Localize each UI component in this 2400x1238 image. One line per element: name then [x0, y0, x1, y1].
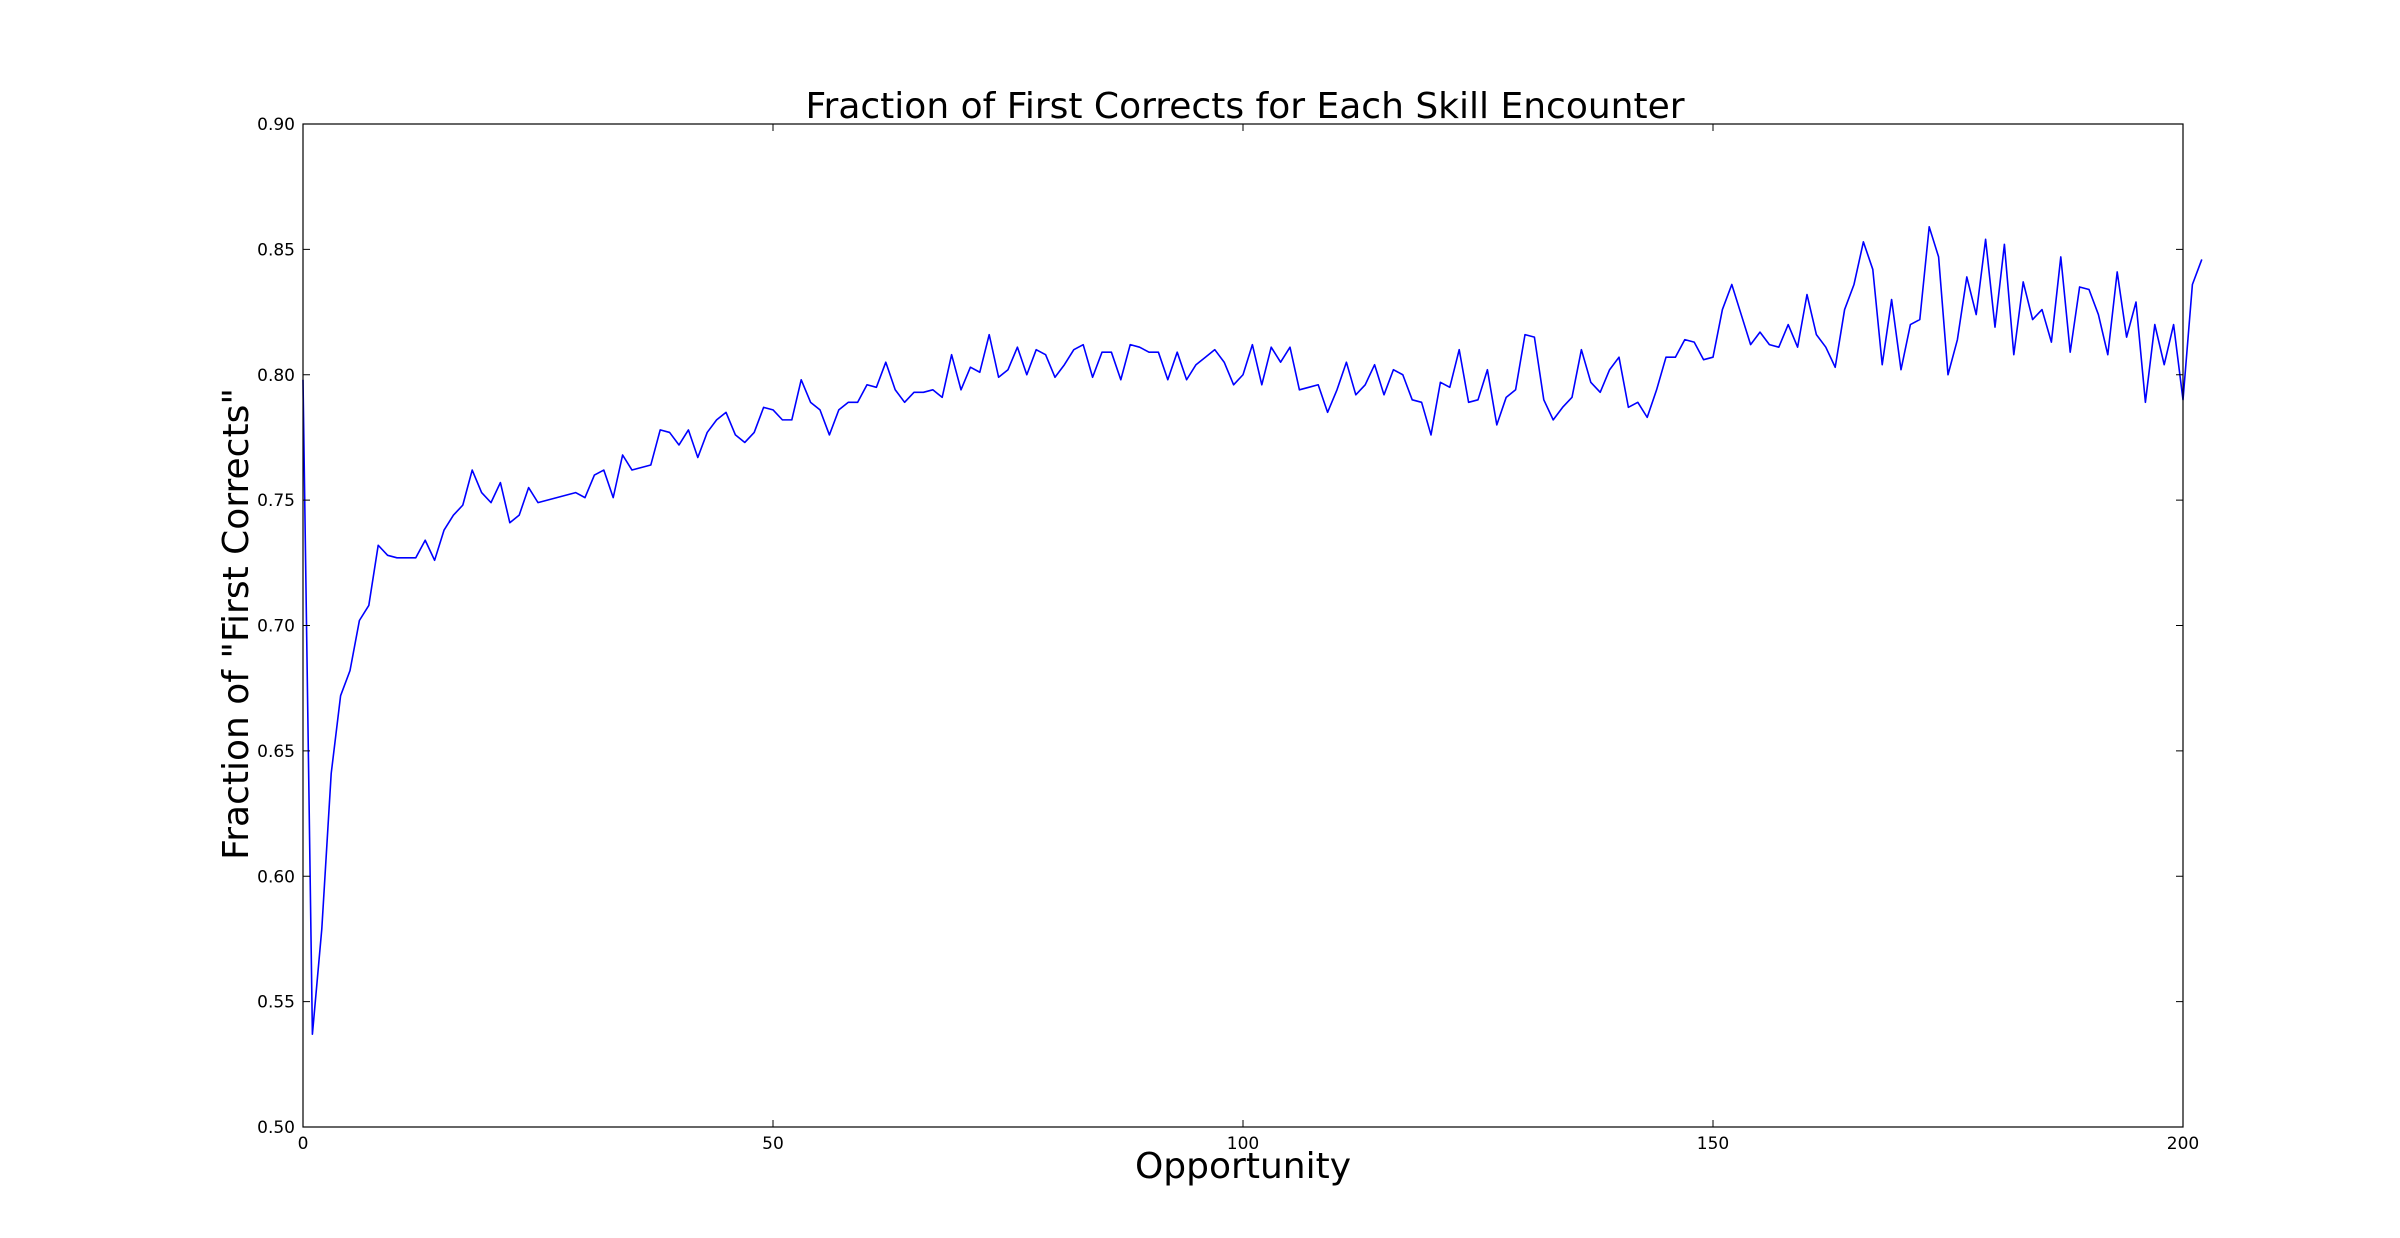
y-tick-label: 0.50: [257, 1118, 295, 1138]
y-tick-label: 0.80: [257, 366, 295, 386]
axis-ticks: 0 50 100 150 200 0.50 0.55 0.60 0.65 0.70 0.75 0.80…: [257, 115, 2199, 1154]
plot-area: [302, 226, 2203, 1036]
chart-title: Fraction of First Corrects for Each Skil…: [805, 86, 1684, 127]
x-tick-label: 100: [1227, 1134, 1259, 1154]
x-tick-label: 50: [762, 1134, 784, 1154]
y-tick-label: 0.90: [257, 115, 295, 135]
y-axis-label: Fraction of "First Corrects": [216, 388, 257, 860]
y-tick-label: 0.75: [257, 491, 295, 511]
x-tick-label: 200: [2167, 1134, 2199, 1154]
y-tick-label: 0.85: [257, 240, 295, 260]
x-tick-label: 0: [298, 1134, 309, 1154]
x-axis-label: Opportunity: [1135, 1146, 1351, 1187]
axes-frame: [302, 123, 2184, 1128]
y-tick-label: 0.60: [257, 867, 295, 887]
series-line-0: [302, 226, 2203, 1036]
y-tick-label: 0.70: [257, 617, 295, 637]
y-tick-label: 0.55: [257, 993, 295, 1013]
y-tick-label: 0.65: [257, 742, 295, 762]
x-tick-label: 150: [1697, 1134, 1729, 1154]
